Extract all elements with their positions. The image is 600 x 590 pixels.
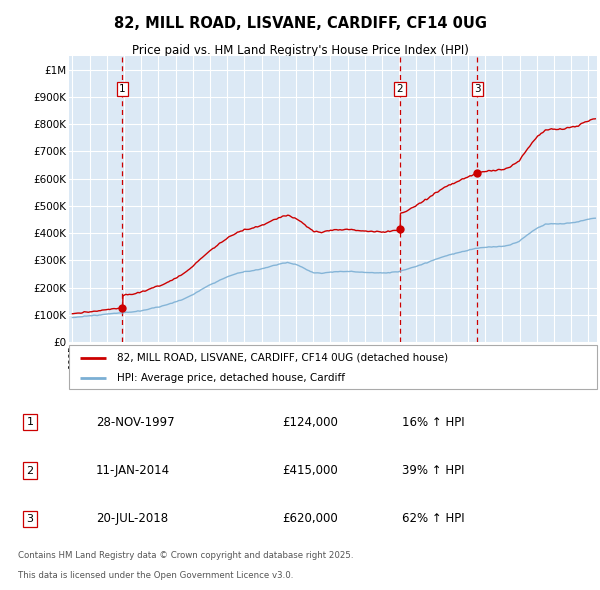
Text: 16% ↑ HPI: 16% ↑ HPI: [402, 416, 464, 429]
Text: 3: 3: [26, 514, 34, 524]
Text: 2: 2: [26, 466, 34, 476]
Text: Price paid vs. HM Land Registry's House Price Index (HPI): Price paid vs. HM Land Registry's House …: [131, 44, 469, 57]
Text: £124,000: £124,000: [282, 416, 338, 429]
Text: 82, MILL ROAD, LISVANE, CARDIFF, CF14 0UG (detached house): 82, MILL ROAD, LISVANE, CARDIFF, CF14 0U…: [116, 353, 448, 362]
Text: £415,000: £415,000: [282, 464, 338, 477]
Text: HPI: Average price, detached house, Cardiff: HPI: Average price, detached house, Card…: [116, 373, 344, 383]
Text: 11-JAN-2014: 11-JAN-2014: [96, 464, 170, 477]
FancyBboxPatch shape: [69, 345, 597, 389]
Text: 62% ↑ HPI: 62% ↑ HPI: [402, 512, 464, 525]
Text: £620,000: £620,000: [282, 512, 338, 525]
Text: 39% ↑ HPI: 39% ↑ HPI: [402, 464, 464, 477]
Text: 28-NOV-1997: 28-NOV-1997: [96, 416, 175, 429]
Text: 1: 1: [26, 417, 34, 427]
Text: Contains HM Land Registry data © Crown copyright and database right 2025.: Contains HM Land Registry data © Crown c…: [18, 551, 353, 560]
Text: 2: 2: [397, 84, 403, 94]
Text: 82, MILL ROAD, LISVANE, CARDIFF, CF14 0UG: 82, MILL ROAD, LISVANE, CARDIFF, CF14 0U…: [113, 16, 487, 31]
Text: This data is licensed under the Open Government Licence v3.0.: This data is licensed under the Open Gov…: [18, 571, 293, 579]
Text: 1: 1: [119, 84, 126, 94]
Text: 3: 3: [474, 84, 481, 94]
Text: 20-JUL-2018: 20-JUL-2018: [96, 512, 168, 525]
